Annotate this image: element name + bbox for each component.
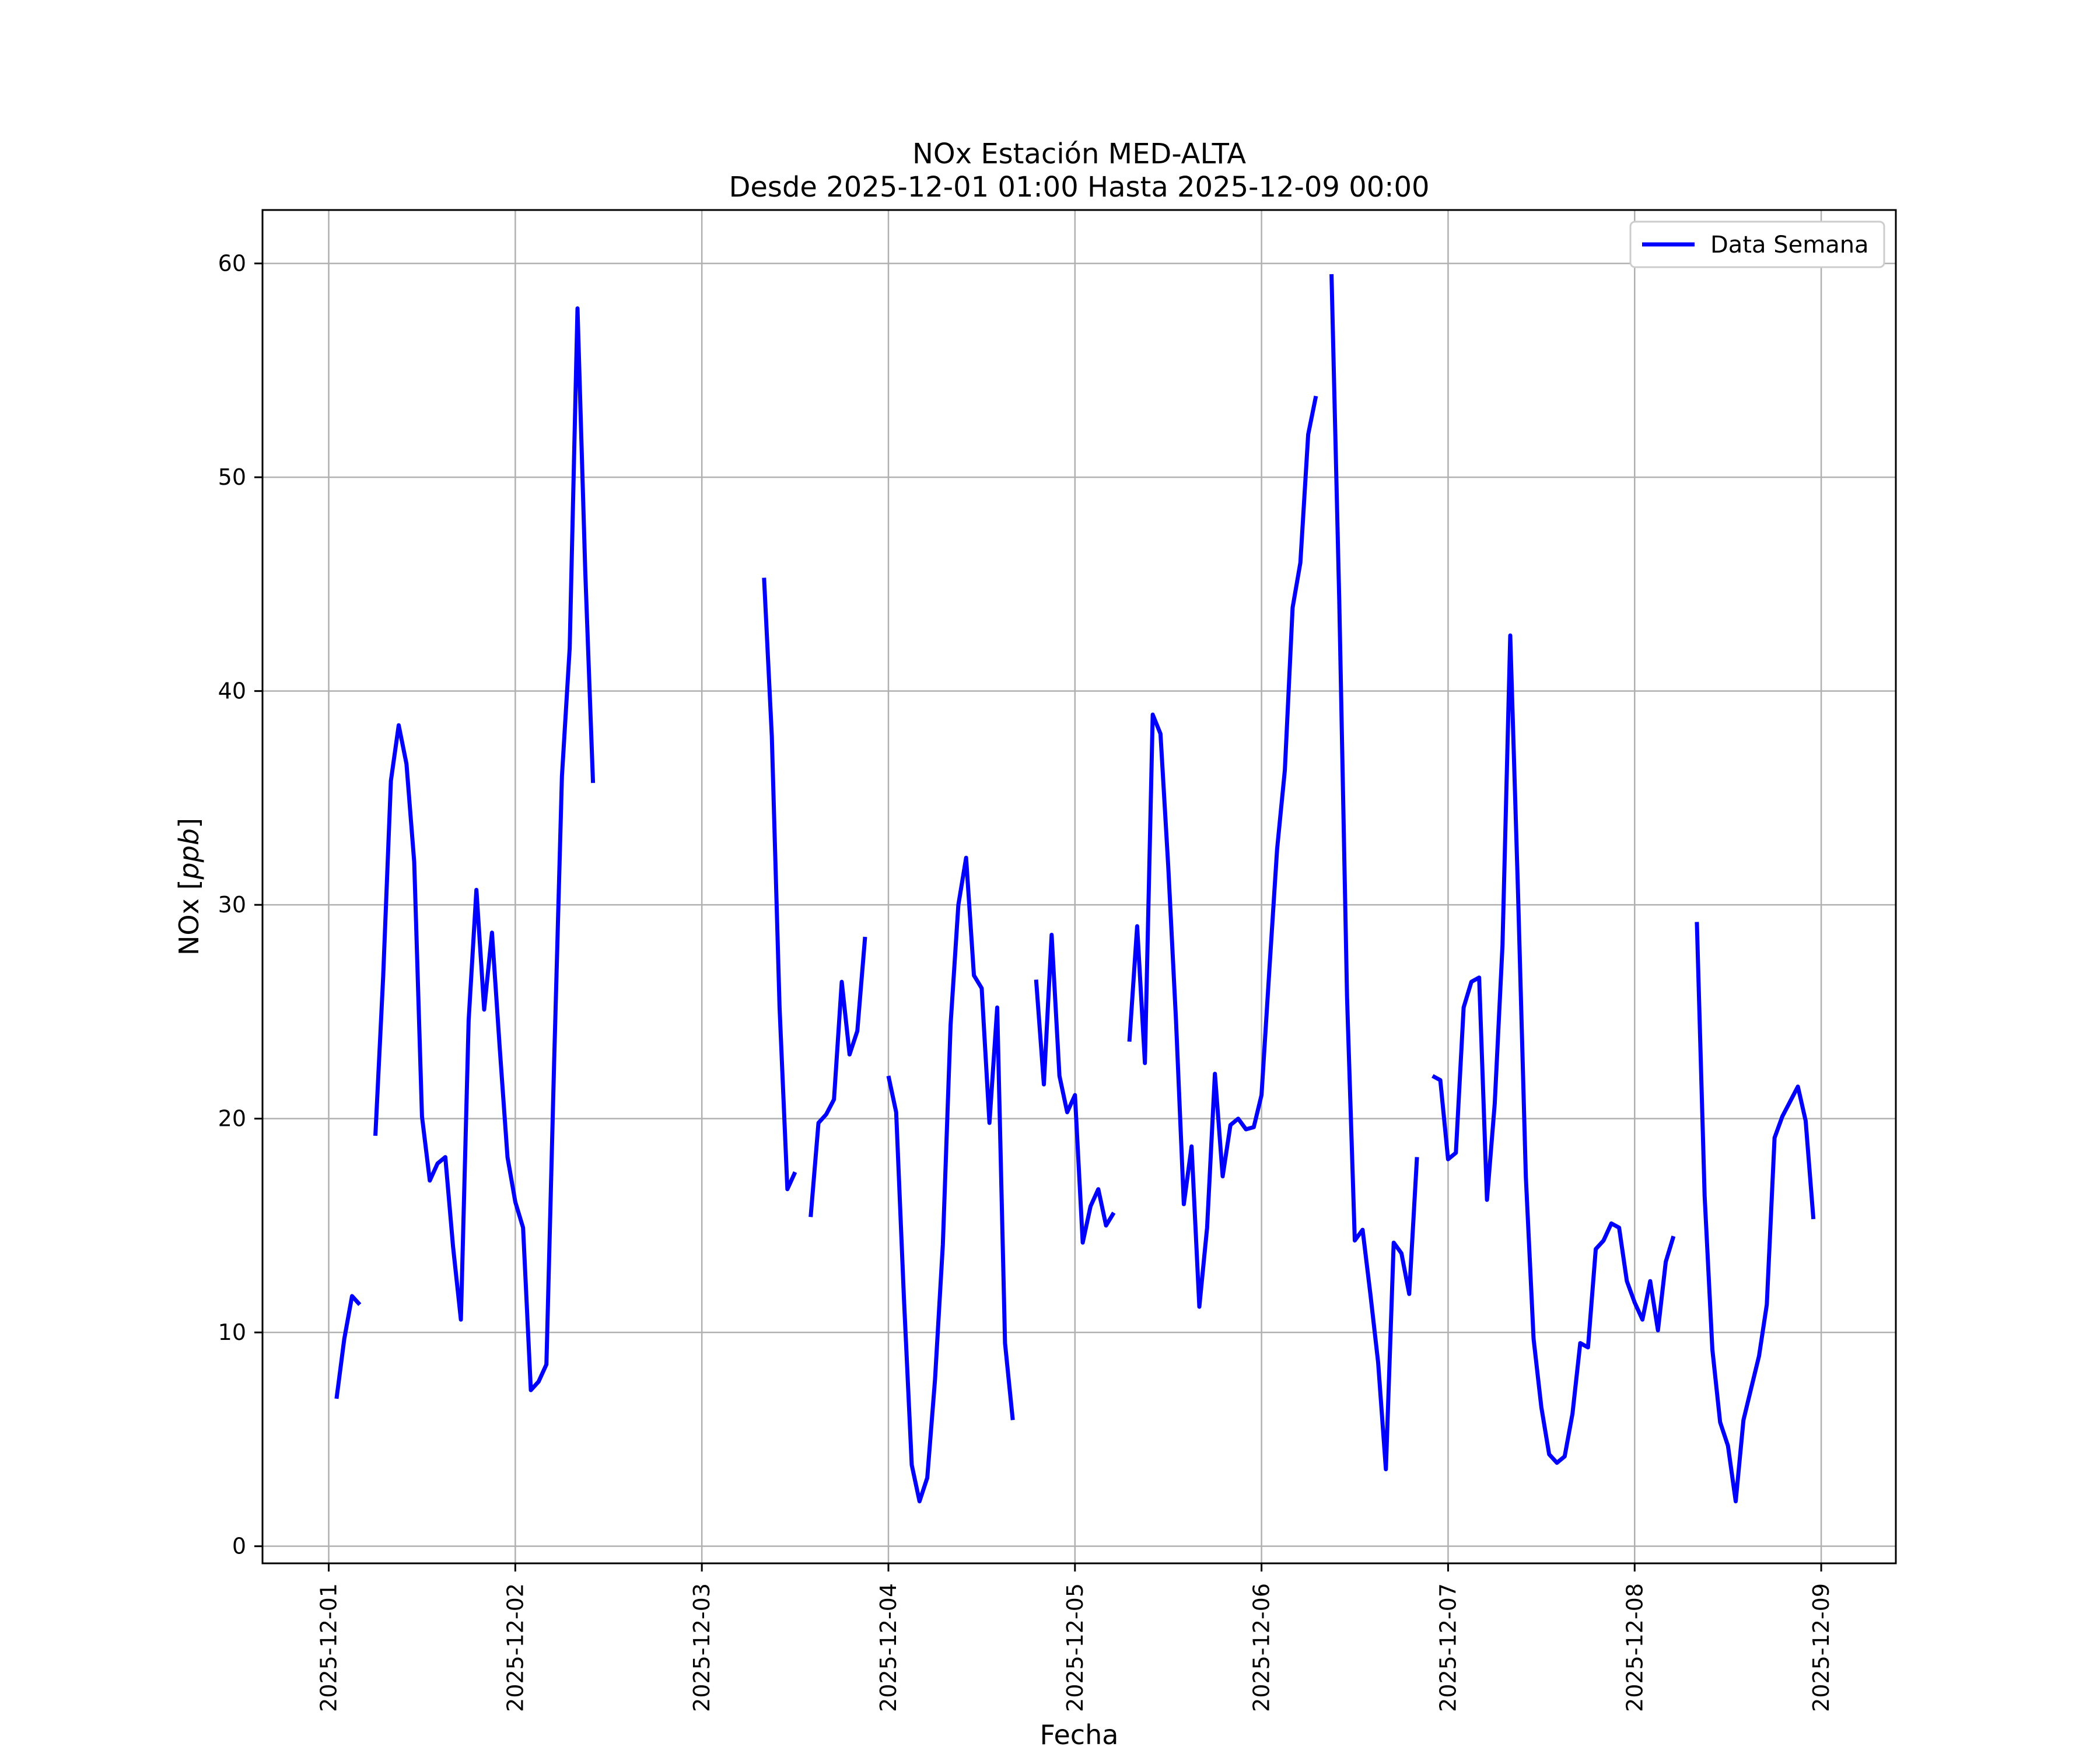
series-line-segment <box>1432 633 1676 1465</box>
legend-entry-data-semana: Data Semana <box>1710 232 1869 258</box>
x-tick-label: 2025-12-08 <box>1622 1583 1647 1712</box>
x-tick-label: 2025-12-09 <box>1808 1583 1834 1712</box>
chart-title: NOx Estación MED-ALTA <box>912 138 1246 170</box>
x-tick-label: 2025-12-01 <box>316 1583 342 1712</box>
x-axis-label: Fecha <box>1040 1719 1119 1750</box>
grid <box>262 210 1896 1563</box>
x-axis: 2025-12-01 2025-12-02 2025-12-03 2025-12-04… <box>316 1563 1834 1712</box>
x-tick-label: 2025-12-04 <box>876 1583 901 1712</box>
series-lines <box>334 274 1816 1504</box>
series-line-segment <box>1329 274 1419 1472</box>
legend: Data Semana <box>1629 220 1885 268</box>
series-line-segment <box>762 578 797 1192</box>
series-line-segment <box>1695 922 1816 1504</box>
x-tick-label: 2025-12-07 <box>1435 1583 1461 1712</box>
y-tick-label: 30 <box>218 892 246 918</box>
series-line-segment <box>808 936 867 1217</box>
y-axis: 0 10 20 30 40 50 60 <box>218 251 262 1559</box>
x-tick-label: 2025-12-05 <box>1062 1583 1088 1712</box>
y-tick-label: 50 <box>218 464 246 490</box>
y-axis-label-close: ] <box>173 818 205 828</box>
y-tick-label: 10 <box>218 1320 246 1345</box>
y-tick-label: 20 <box>218 1106 246 1132</box>
series-line-segment <box>1034 933 1116 1245</box>
y-axis-label-unit: ppb <box>173 828 205 880</box>
y-tick-label: 60 <box>218 251 246 276</box>
x-tick-label: 2025-12-06 <box>1249 1583 1275 1712</box>
y-axis-label: NOx [ppb] <box>173 818 205 956</box>
y-axis-label-main: NOx [ <box>173 880 205 956</box>
y-tick-label: 0 <box>232 1534 246 1559</box>
series-line-segment <box>1127 396 1318 1309</box>
chart-subtitle: Desde 2025-12-01 01:00 Hasta 2025-12-09 … <box>729 171 1429 204</box>
series-line-segment <box>886 856 1015 1504</box>
x-tick-label: 2025-12-02 <box>502 1583 528 1712</box>
x-tick-label: 2025-12-03 <box>689 1583 715 1712</box>
series-line-segment <box>334 1294 362 1399</box>
series-line-segment <box>373 306 596 1392</box>
plot-frame <box>261 209 1897 1564</box>
y-tick-label: 40 <box>218 678 246 704</box>
legend-box <box>1629 220 1885 268</box>
